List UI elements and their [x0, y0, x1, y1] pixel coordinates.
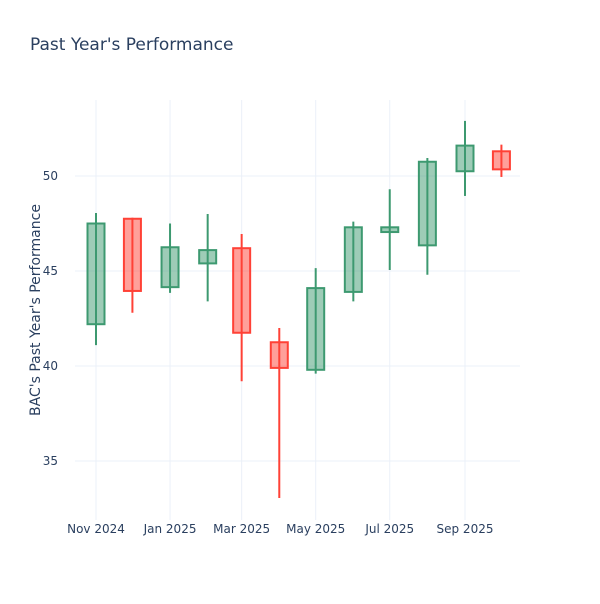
candle-body — [198, 249, 218, 265]
y-tick-label: 40 — [43, 359, 58, 373]
x-tick-label: Jan 2025 — [143, 522, 197, 536]
candle-body — [269, 341, 289, 369]
candle-body — [491, 150, 511, 171]
candle-increasing — [86, 213, 106, 346]
x-tick-label: Sep 2025 — [437, 522, 494, 536]
candle-increasing — [160, 223, 180, 293]
candle-decreasing — [491, 144, 511, 177]
candle-decreasing — [269, 328, 289, 499]
candle-body — [86, 222, 106, 326]
candle-increasing — [306, 268, 326, 374]
chart-title: Past Year's Performance — [30, 35, 234, 55]
candle-decreasing — [122, 217, 142, 313]
x-tick-label: Nov 2024 — [67, 522, 125, 536]
axis-ticks: 35 40 45 50 Nov 2024 Jan 2025 Mar 2025 May 2025… — [43, 169, 494, 536]
y-axis-label: BAC's Past Year's Performance — [28, 204, 44, 416]
candle-body — [455, 144, 475, 173]
candle-decreasing — [232, 233, 252, 382]
x-tick-label: May 2025 — [286, 522, 345, 536]
y-tick-label: 35 — [43, 454, 58, 468]
candle-increasing — [380, 189, 400, 271]
candle-body — [343, 226, 363, 293]
candle-increasing — [198, 214, 218, 302]
x-tick-label: Jul 2025 — [364, 522, 414, 536]
candle-body — [232, 247, 252, 334]
y-tick-label: 45 — [43, 264, 58, 278]
candle-body — [380, 226, 400, 234]
candle-increasing — [417, 157, 437, 275]
candle-increasing — [343, 221, 363, 302]
x-tick-label: Mar 2025 — [213, 522, 270, 536]
candles — [86, 120, 511, 499]
candle-body — [122, 217, 142, 292]
y-tick-label: 50 — [43, 169, 58, 183]
candle-body — [160, 246, 180, 289]
candle-body — [306, 287, 326, 371]
grid — [75, 100, 520, 520]
candle-body — [417, 160, 437, 247]
candle-increasing — [455, 120, 475, 196]
